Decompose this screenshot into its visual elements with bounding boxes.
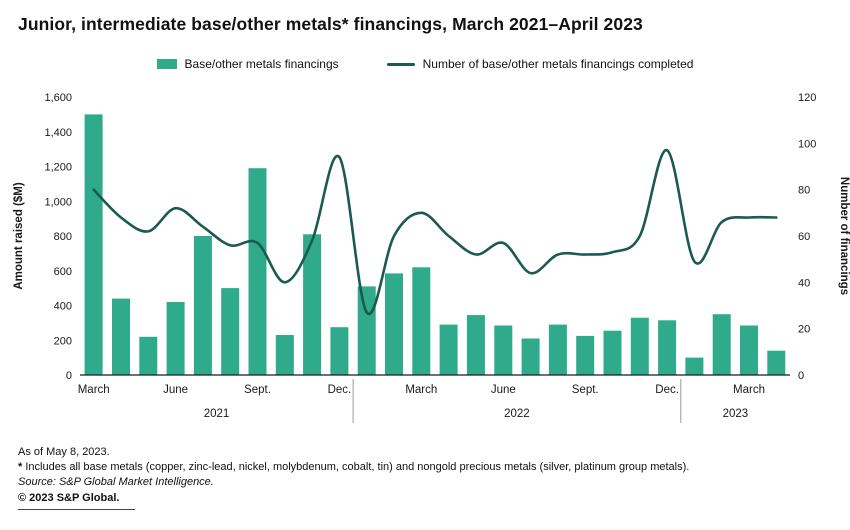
left-axis-tick-label: 1,600 bbox=[44, 92, 72, 104]
bar bbox=[548, 324, 567, 375]
legend-item-line: Number of base/other metals financings c… bbox=[386, 57, 694, 71]
bar bbox=[494, 325, 513, 375]
footnote-text: Includes all base metals (copper, zinc-l… bbox=[22, 461, 690, 473]
bar bbox=[357, 286, 376, 375]
bar bbox=[221, 288, 240, 375]
legend-label-bars: Base/other metals financings bbox=[184, 57, 339, 71]
month-label: March bbox=[405, 384, 437, 396]
year-label: 2022 bbox=[504, 408, 530, 420]
bar bbox=[658, 320, 677, 375]
right-axis-tick-label: 40 bbox=[798, 277, 810, 289]
bar bbox=[330, 327, 349, 375]
bar bbox=[139, 336, 158, 375]
copyright-note: © 2023 S&P Global. bbox=[18, 491, 136, 510]
month-label: March bbox=[78, 384, 110, 396]
right-axis-tick-label: 120 bbox=[798, 92, 816, 104]
bar bbox=[521, 338, 540, 375]
source-note: Source: S&P Global Market Intelligence. bbox=[18, 476, 214, 488]
left-axis-tick-label: 400 bbox=[54, 301, 72, 313]
right-axis-tick-label: 60 bbox=[798, 231, 810, 243]
month-label: June bbox=[163, 384, 188, 396]
bar bbox=[439, 324, 458, 375]
month-label: Sept. bbox=[244, 384, 271, 396]
bar bbox=[603, 330, 622, 375]
bar bbox=[248, 168, 267, 375]
month-label: June bbox=[491, 384, 516, 396]
right-axis-tick-label: 100 bbox=[798, 138, 816, 150]
footnote: * Includes all base metals (copper, zinc… bbox=[18, 460, 850, 475]
right-axis-tick-label: 20 bbox=[798, 324, 810, 336]
legend-item-bars: Base/other metals financings bbox=[156, 57, 339, 71]
bar bbox=[275, 335, 294, 375]
month-label: Dec. bbox=[655, 384, 679, 396]
footnote-marker: * bbox=[18, 461, 23, 473]
bar bbox=[712, 314, 731, 375]
legend-label-line: Number of base/other metals financings c… bbox=[422, 57, 694, 71]
bar-swatch-icon bbox=[156, 59, 177, 69]
left-axis-tick-label: 1,400 bbox=[44, 127, 72, 139]
right-axis-tick-label: 80 bbox=[798, 185, 810, 197]
bar bbox=[576, 335, 595, 375]
bar bbox=[412, 267, 431, 375]
year-label: 2021 bbox=[204, 408, 230, 420]
left-axis-tick-label: 0 bbox=[66, 370, 72, 382]
bar bbox=[685, 357, 704, 375]
left-axis-tick-label: 1,200 bbox=[44, 162, 72, 174]
bar bbox=[84, 114, 103, 376]
bar bbox=[166, 302, 185, 375]
bar bbox=[303, 234, 322, 375]
month-label: March bbox=[733, 384, 765, 396]
chart-canvas: 0 200 400 600 800 1,000 1,200 1,400 1,600 0 20 40 60… bbox=[13, 92, 850, 423]
left-axis-tick-label: 800 bbox=[54, 231, 72, 243]
left-axis-tick-label: 1,000 bbox=[44, 196, 72, 208]
bar bbox=[740, 325, 758, 375]
bar bbox=[630, 317, 649, 375]
right-axis-title: Number of financings bbox=[838, 177, 850, 295]
right-axis-tick-label: 0 bbox=[798, 370, 804, 382]
bar bbox=[385, 273, 403, 375]
year-label: 2023 bbox=[723, 408, 749, 420]
chart-legend: Base/other metals financings Number of b… bbox=[0, 57, 850, 71]
left-axis-tick-label: 600 bbox=[54, 266, 72, 278]
month-label: Dec. bbox=[328, 384, 352, 396]
chart-footer: As of May 8, 2023. * Includes all base m… bbox=[0, 445, 850, 510]
month-label: Sept. bbox=[572, 384, 599, 396]
bar bbox=[767, 350, 786, 375]
bar bbox=[112, 298, 130, 375]
left-axis-title: Amount raised ($M) bbox=[13, 182, 25, 290]
chart-title: Junior, intermediate base/other metals* … bbox=[18, 14, 643, 34]
line-swatch-icon bbox=[386, 62, 415, 66]
as-of-note: As of May 8, 2023. bbox=[18, 446, 110, 458]
bar bbox=[466, 315, 485, 375]
left-axis-tick-label: 200 bbox=[54, 335, 72, 347]
bar bbox=[193, 236, 212, 375]
line-series bbox=[92, 148, 778, 316]
